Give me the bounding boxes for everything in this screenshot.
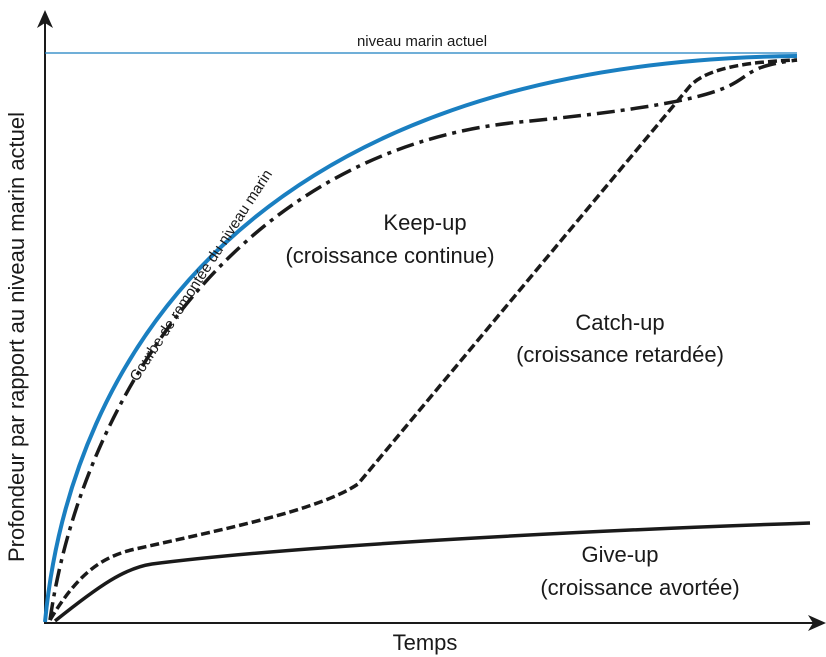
y-axis-label: Profondeur par rapport au niveau marin a…	[4, 112, 29, 562]
catch-up-curve	[48, 58, 798, 621]
keep-up-name: Keep-up	[383, 210, 466, 235]
catch-up-name: Catch-up	[575, 310, 664, 335]
give-up-curve	[53, 521, 811, 623]
sea-level-rise-label: Courbe de remontée du niveau marin	[126, 167, 276, 385]
keep-up-curve	[48, 58, 798, 621]
keep-up-description: (croissance continue)	[285, 243, 494, 268]
y-axis-arrow	[37, 10, 53, 28]
sea-level-label: niveau marin actuel	[357, 33, 487, 50]
x-axis-label: Temps	[393, 630, 458, 655]
give-up-description: (croissance avortée)	[540, 575, 739, 600]
give-up-name: Give-up	[581, 542, 658, 567]
catch-up-description: (croissance retardée)	[516, 342, 724, 367]
sea-level-rise-curve	[43, 54, 798, 623]
x-axis-arrow	[808, 615, 826, 631]
